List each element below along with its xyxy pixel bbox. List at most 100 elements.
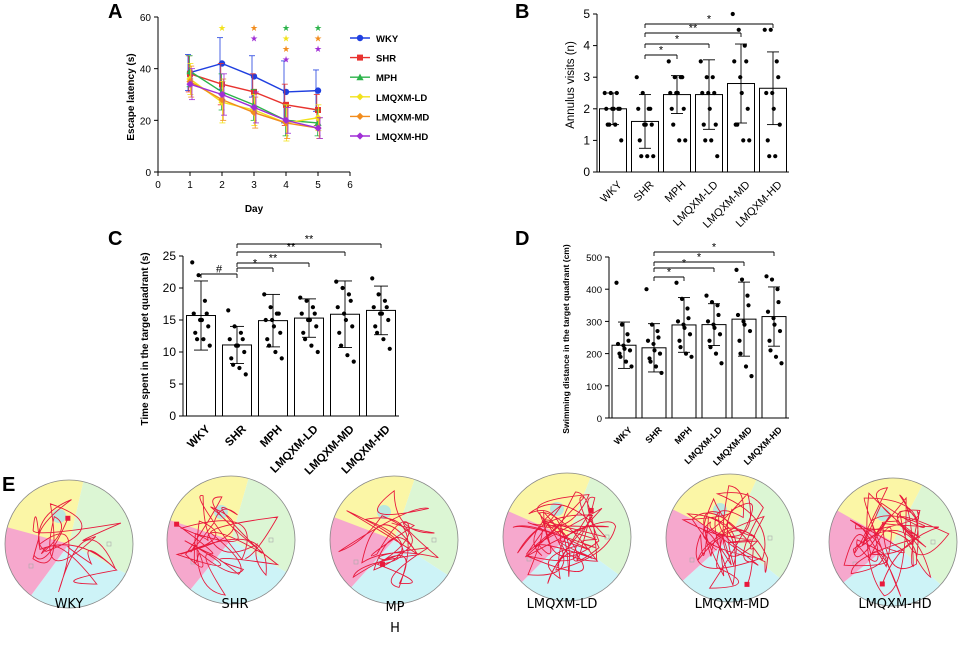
chart-c-data-point: [348, 298, 353, 303]
chart-c-data-point: [298, 295, 303, 300]
chart-c-y-tick-label: 25: [163, 249, 177, 263]
chart-c-data-point: [381, 337, 386, 342]
pool-quadrant: [190, 540, 287, 604]
chart-d-data-point: [659, 370, 664, 376]
chart-d-data-point: [712, 325, 717, 330]
chart-d-data-point: [618, 354, 623, 359]
platform-marker: [930, 539, 936, 545]
chart-b-data-point: [649, 122, 654, 127]
chart-d-y-tick-label: 200: [586, 350, 602, 361]
chart-b-data-point: [680, 75, 685, 80]
pool-quadrant: [329, 517, 394, 588]
chart-b-data-point: [701, 122, 706, 127]
chart-c-data-point: [194, 337, 200, 342]
chart-a-legend-label: LMQXM-LD: [376, 93, 427, 104]
chart-d-data-point: [741, 319, 746, 324]
chart-b-significance-label: *: [659, 45, 664, 57]
chart-c-ylabel: Time spent in the target quadrant (s): [140, 252, 151, 425]
chart-c-data-point: [350, 324, 355, 329]
chart-c-data-point: [384, 305, 389, 310]
pool-quadrant: [351, 540, 448, 605]
chart-b-y-tick-label: 1: [583, 133, 590, 147]
chart-c-data-point: [351, 359, 356, 364]
chart-c-data-point: [307, 317, 313, 323]
chart-a-legend-marker: [356, 132, 364, 140]
chart-c-data-point: [240, 337, 245, 342]
chart-b-data-point: [739, 90, 744, 96]
chart-c-data-point: [301, 330, 306, 335]
chart-b-data-point: [634, 75, 639, 80]
platform-marker: [28, 563, 34, 569]
chart-d-data-point: [739, 277, 745, 282]
chart-c-data-point: [273, 349, 278, 355]
chart-c-data-point: [230, 362, 236, 367]
platform-marker: [431, 537, 437, 543]
chart-c-data-point: [243, 372, 248, 377]
chart-d-data-point: [771, 316, 776, 321]
chart-d-data-point: [711, 322, 716, 327]
chart-b-significance-label: *: [707, 14, 712, 26]
chart-c-data-point: [202, 298, 208, 303]
chart-c-data-point: [387, 346, 392, 351]
chart-d-data-point: [621, 343, 626, 348]
chart-c-data-point: [238, 330, 244, 335]
chart-d-y-tick-label: 500: [586, 253, 602, 264]
chart-b-data-point: [770, 90, 775, 96]
chart-d-y-tick-label: 400: [586, 285, 602, 296]
chart-c-significance-label: *: [253, 258, 258, 270]
pool-outline: [329, 475, 459, 605]
chart-d-data-point: [626, 338, 631, 343]
chart-a-significance-star: ★: [314, 23, 322, 33]
chart-d-data-point: [656, 335, 661, 340]
chart-d-data-point: [657, 351, 663, 356]
chart-d-data-point: [689, 354, 694, 359]
track-end-marker: [879, 581, 885, 587]
chart-a-legend-marker: [357, 54, 363, 61]
chart-d-data-point: [617, 351, 622, 356]
chart-c-data-point: [335, 305, 340, 310]
chart-a-significance-star: ★: [314, 44, 322, 54]
chart-c-data-point: [268, 305, 273, 310]
chart-a-significance-star: ★: [282, 23, 290, 33]
chart-c-data-point: [304, 298, 309, 303]
chart-c-y-tick-label: 20: [163, 281, 177, 295]
chart-a-legend-label: LMQXM-MD: [376, 112, 429, 123]
chart-d-data-point: [655, 328, 660, 334]
chart-b-data-point: [643, 122, 648, 127]
chart-a-legend-label: SHR: [376, 54, 396, 65]
chart-a-significance-star: ★: [218, 23, 226, 33]
chart-d-data-point: [614, 280, 619, 285]
chart-b-data-point: [774, 59, 779, 64]
chart-c-data-point: [204, 311, 209, 316]
chart-d-data-point: [707, 338, 712, 343]
chart-b-data-point: [602, 90, 607, 96]
track-label-wky: WKY: [54, 597, 84, 612]
chart-d-data-point: [674, 280, 679, 285]
chart-d-data-point: [627, 348, 633, 353]
chart-d-data-point: [683, 351, 689, 356]
chart-d-data-point: [749, 374, 754, 379]
chart-b-data-point: [677, 138, 682, 143]
chart-a-point: [186, 80, 194, 88]
chart-a-legend-marker: [356, 34, 364, 42]
chart-a-y-tick-label: 20: [140, 116, 152, 127]
chart-a-xlabel: Day: [245, 204, 264, 215]
chart-b-data-point: [706, 90, 711, 96]
chart-d-data-point: [651, 341, 656, 347]
chart-d-data-point: [746, 303, 751, 308]
chart-d-data-point: [705, 319, 711, 324]
chart-c-data-point: [190, 260, 195, 265]
chart-c-data-point: [229, 356, 234, 361]
chart-d-data-point: [649, 322, 655, 327]
pool-quadrant: [394, 479, 458, 575]
chart-c-data-point: [382, 298, 388, 303]
chart-c-data-point: [278, 330, 283, 335]
chart-a-series-lmqxm-hd: [186, 68, 323, 139]
chart-b-data-point: [614, 90, 619, 96]
chart-b-data-point: [767, 154, 772, 159]
chart-d-data-point: [742, 322, 747, 327]
chart-b-data-point: [668, 90, 673, 96]
chart-c-data-point: [232, 324, 237, 329]
chart-b-data-point: [637, 138, 642, 143]
